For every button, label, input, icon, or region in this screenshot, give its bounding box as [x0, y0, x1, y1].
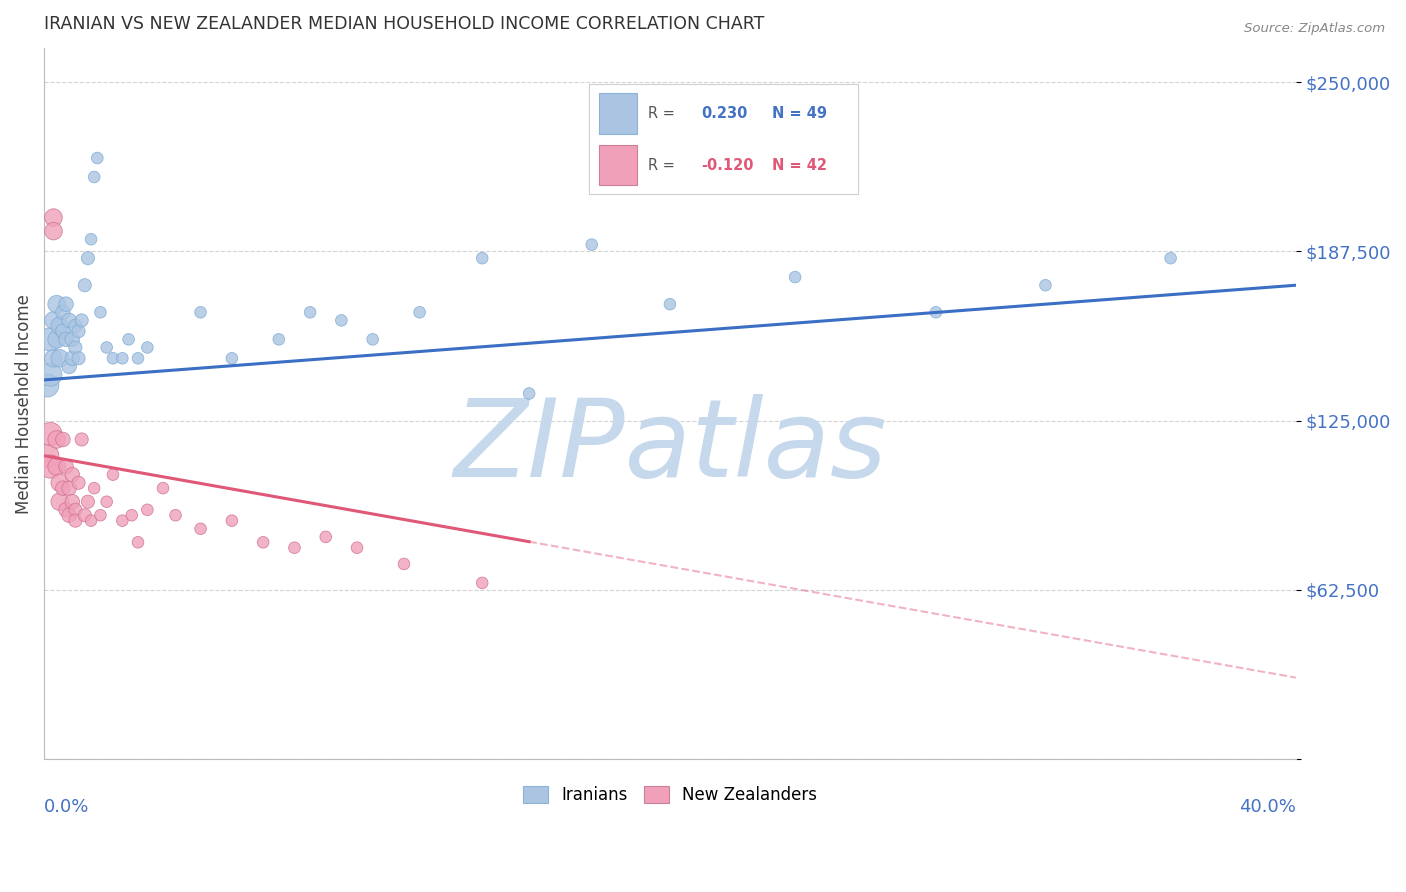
- Point: [42, 313, 65, 327]
- Point: [1035, 278, 1057, 293]
- Point: [408, 305, 430, 319]
- Point: [471, 575, 494, 590]
- Point: [60, 332, 83, 346]
- Point: [55, 503, 77, 517]
- Point: [55, 297, 77, 311]
- Legend: Iranians, New Zealanders: Iranians, New Zealanders: [516, 780, 824, 811]
- Point: [136, 341, 159, 355]
- Point: [55, 332, 77, 346]
- Point: [127, 535, 149, 549]
- Point: [221, 514, 243, 528]
- Point: [67, 324, 90, 338]
- Point: [65, 503, 87, 517]
- Point: [45, 332, 67, 346]
- Point: [67, 475, 90, 490]
- Point: [77, 251, 100, 265]
- Point: [73, 508, 96, 523]
- Point: [58, 508, 80, 523]
- Point: [42, 224, 65, 238]
- Point: [136, 503, 159, 517]
- Point: [52, 433, 75, 447]
- Point: [117, 332, 139, 346]
- Point: [346, 541, 368, 555]
- Point: [165, 508, 187, 523]
- Point: [49, 494, 72, 508]
- Point: [517, 386, 540, 401]
- Y-axis label: Median Household Income: Median Household Income: [15, 293, 32, 514]
- Point: [89, 305, 111, 319]
- Point: [65, 341, 87, 355]
- Point: [283, 541, 305, 555]
- Point: [58, 481, 80, 495]
- Point: [392, 557, 415, 571]
- Point: [89, 508, 111, 523]
- Text: Source: ZipAtlas.com: Source: ZipAtlas.com: [1244, 22, 1385, 36]
- Point: [60, 351, 83, 366]
- Text: 40.0%: 40.0%: [1239, 797, 1296, 816]
- Point: [37, 449, 59, 463]
- Point: [52, 481, 75, 495]
- Point: [80, 232, 103, 246]
- Point: [80, 514, 103, 528]
- Point: [49, 318, 72, 333]
- Point: [86, 151, 108, 165]
- Point: [96, 341, 118, 355]
- Point: [96, 494, 118, 508]
- Point: [70, 313, 93, 327]
- Point: [581, 237, 603, 252]
- Point: [39, 332, 62, 346]
- Text: 0.0%: 0.0%: [44, 797, 90, 816]
- Point: [60, 494, 83, 508]
- Point: [65, 514, 87, 528]
- Point: [471, 251, 494, 265]
- Point: [49, 475, 72, 490]
- Point: [121, 508, 143, 523]
- Point: [55, 459, 77, 474]
- Point: [52, 324, 75, 338]
- Point: [315, 530, 337, 544]
- Point: [152, 481, 174, 495]
- Point: [42, 211, 65, 225]
- Point: [58, 313, 80, 327]
- Point: [925, 305, 948, 319]
- Point: [67, 351, 90, 366]
- Point: [45, 433, 67, 447]
- Text: IRANIAN VS NEW ZEALANDER MEDIAN HOUSEHOLD INCOME CORRELATION CHART: IRANIAN VS NEW ZEALANDER MEDIAN HOUSEHOL…: [44, 15, 765, 33]
- Point: [361, 332, 384, 346]
- Text: ZIPatlas: ZIPatlas: [453, 393, 887, 499]
- Point: [73, 278, 96, 293]
- Point: [221, 351, 243, 366]
- Point: [658, 297, 681, 311]
- Point: [45, 297, 67, 311]
- Point: [785, 270, 807, 285]
- Point: [190, 305, 212, 319]
- Point: [37, 378, 59, 392]
- Point: [111, 514, 134, 528]
- Point: [39, 368, 62, 382]
- Point: [111, 351, 134, 366]
- Point: [58, 359, 80, 374]
- Point: [83, 481, 105, 495]
- Point: [70, 433, 93, 447]
- Point: [39, 459, 62, 474]
- Point: [101, 467, 124, 482]
- Point: [83, 169, 105, 184]
- Point: [101, 351, 124, 366]
- Point: [52, 305, 75, 319]
- Point: [330, 313, 353, 327]
- Point: [77, 494, 100, 508]
- Point: [127, 351, 149, 366]
- Point: [190, 522, 212, 536]
- Point: [60, 467, 83, 482]
- Point: [299, 305, 322, 319]
- Point: [42, 351, 65, 366]
- Point: [252, 535, 274, 549]
- Point: [1160, 251, 1182, 265]
- Point: [49, 351, 72, 366]
- Point: [39, 427, 62, 442]
- Point: [65, 318, 87, 333]
- Point: [267, 332, 290, 346]
- Point: [45, 459, 67, 474]
